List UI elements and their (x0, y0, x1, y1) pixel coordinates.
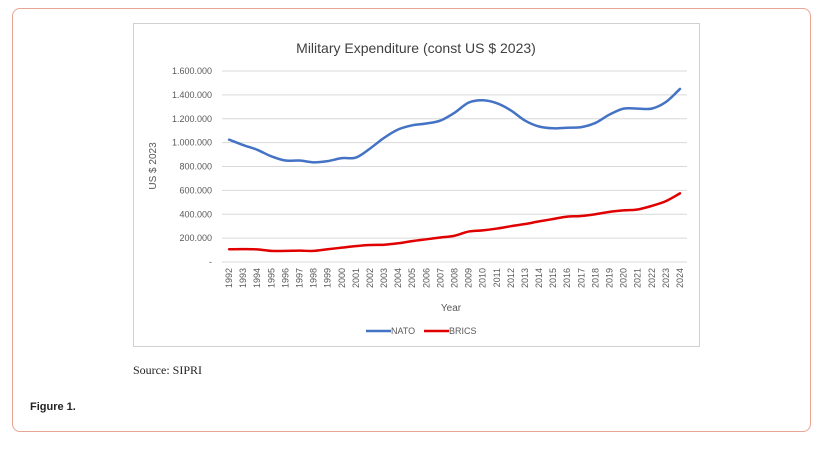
chart-title: Military Expenditure (const US $ 2023) (296, 40, 536, 56)
x-tick-label: 2010 (478, 268, 488, 288)
x-tick-label: 1999 (323, 268, 333, 288)
x-tick-label: 2006 (421, 268, 431, 288)
x-tick-label: 2023 (661, 268, 671, 288)
x-tick-label: 1997 (295, 268, 305, 288)
legend-label: BRICS (449, 326, 477, 336)
source-note: Source: SIPRI (133, 363, 202, 377)
x-tick-label: 2013 (520, 268, 530, 288)
x-axis-label: Year (441, 303, 462, 314)
x-tick-label: 2014 (534, 268, 544, 288)
x-tick-label: 2022 (647, 268, 657, 288)
series-line-brics (227, 192, 682, 253)
x-tick-label: 1994 (252, 268, 262, 288)
x-tick-label: 1992 (224, 268, 234, 288)
x-tick-label: 2024 (675, 268, 685, 288)
x-tick-label: 2008 (450, 268, 460, 288)
series-lines (227, 87, 682, 253)
x-tick-label: 1998 (309, 268, 319, 288)
x-tick-label: 2016 (562, 268, 572, 288)
x-tick-label: 1995 (266, 268, 276, 288)
line-chart: - 200.000 400.000 600.000 800.000 1.000.000 1.… (148, 40, 687, 336)
figure-frame (12, 8, 811, 432)
x-tick-label: 2015 (548, 268, 558, 288)
x-tick-label: 1996 (280, 268, 290, 288)
figure-label: Figure 1. (30, 401, 76, 413)
x-tick-label: 2020 (619, 268, 629, 288)
y-tick-label: 1.400.000 (172, 90, 212, 100)
gridlines (222, 70, 687, 263)
x-tick-label: 2019 (605, 268, 615, 288)
x-tick-label: 2005 (407, 268, 417, 288)
x-tick-label: 2011 (492, 268, 502, 287)
legend-item-brics: BRICS (424, 326, 477, 336)
x-tick-label: 1993 (238, 268, 248, 288)
y-tick-label: 1.200.000 (172, 114, 212, 124)
x-tick-label: 2017 (576, 268, 586, 288)
y-tick-label: 600.000 (179, 185, 212, 195)
legend: NATO BRICS (366, 326, 477, 336)
y-tick-label: 200.000 (179, 233, 212, 243)
y-tick-label: 1.600.000 (172, 66, 212, 76)
y-axis-label: US $ 2023 (148, 142, 159, 190)
chart-container: - 200.000 400.000 600.000 800.000 1.000.000 1.… (133, 23, 700, 347)
y-tick-label: 400.000 (179, 209, 212, 219)
y-tick-label: - (209, 257, 212, 267)
legend-item-nato: NATO (366, 326, 415, 336)
x-tick-label: 2007 (435, 268, 445, 288)
x-tick-label: 2021 (633, 268, 643, 288)
x-tick-label: 2009 (464, 268, 474, 288)
legend-label: NATO (391, 326, 415, 336)
y-tick-label: 1.000.000 (172, 138, 212, 148)
x-tick-label: 2018 (590, 268, 600, 288)
y-tick-label: 800.000 (179, 162, 212, 172)
x-tick-label: 2004 (393, 268, 403, 288)
series-line-nato (227, 87, 682, 164)
x-tick-label: 2000 (337, 268, 347, 288)
x-tick-label: 2003 (379, 268, 389, 288)
x-tick-label: 2001 (351, 268, 361, 288)
y-axis-ticks: - 200.000 400.000 600.000 800.000 1.000.000 1.… (172, 66, 212, 267)
x-tick-label: 2002 (365, 268, 375, 288)
x-tick-label: 2012 (506, 268, 516, 288)
x-axis-ticks: 1992 1993 1994 1995 1996 1997 1998 1999 2000 2001… (224, 268, 685, 288)
